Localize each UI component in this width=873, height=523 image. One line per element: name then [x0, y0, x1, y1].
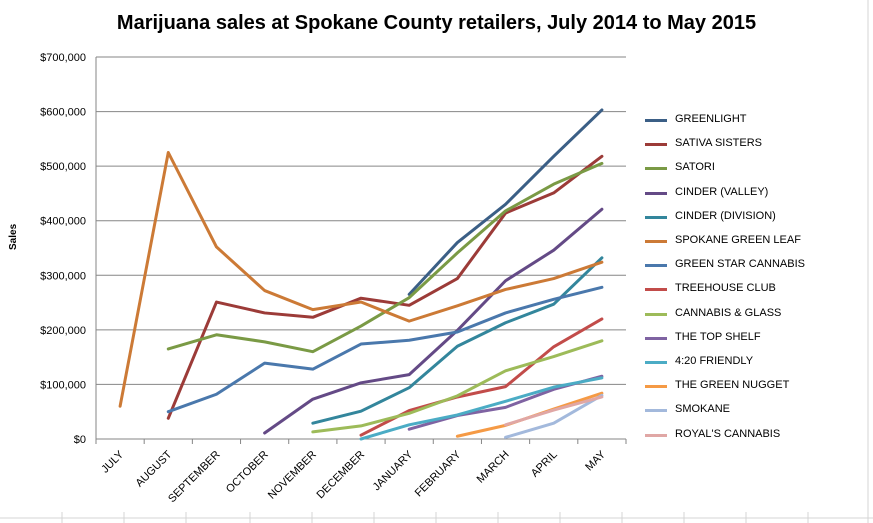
series-line-green-star-cannabis — [166, 285, 604, 414]
legend-item-satori: SATORI — [645, 160, 865, 176]
legend-item-cinder-valley: CINDER (VALLEY) — [645, 185, 865, 201]
legend-item-cannabis-glass: CANNABIS & GLASS — [645, 306, 865, 322]
legend-label: SMOKANE — [675, 403, 731, 416]
legend-swatch — [645, 312, 667, 316]
x-tick-label: MAY — [583, 448, 608, 473]
legend-label: GREENLIGHT — [675, 113, 747, 125]
legend-swatch — [645, 143, 667, 147]
x-tick-label: APRIL — [529, 449, 560, 480]
y-tick-label: $200,000 — [40, 325, 86, 337]
legend-label: CINDER (VALLEY) — [675, 185, 769, 198]
x-tick-label: JULY — [99, 448, 126, 475]
legend-swatch — [645, 119, 667, 122]
series-line-cinder-valley — [263, 207, 604, 435]
y-tick-label: $700,000 — [40, 52, 86, 64]
series-line-smokane — [504, 393, 604, 439]
legend-label: TREEHOUSE CLUB — [675, 282, 776, 295]
series-line-4-20-friendly — [359, 376, 604, 441]
legend-label: 4:20 FRIENDLY — [675, 355, 754, 367]
series-line-spokane-green-leaf — [118, 151, 604, 408]
legend-item-sativa-sisters: SATIVA SISTERS — [645, 136, 865, 152]
legend-swatch — [645, 336, 667, 340]
legend-label: THE GREEN NUGGET — [675, 379, 790, 392]
legend-swatch — [645, 433, 667, 437]
legend-label: SATIVA SISTERS — [675, 137, 763, 150]
legend-swatch — [645, 385, 667, 389]
legend-label: CINDER (DIVISION) — [675, 209, 776, 222]
legend-label: ROYAL'S CANNABIS — [675, 427, 781, 440]
x-tick-label: MARCH — [475, 449, 512, 486]
legend-item-green-star-cannabis: GREEN STAR CANNABIS — [645, 257, 865, 273]
series-line-cannabis-glass — [311, 339, 604, 434]
legend-item-smokane: SMOKANE — [645, 402, 865, 418]
legend-label: GREEN STAR CANNABIS — [675, 258, 805, 271]
series-line-cinder-division — [311, 256, 604, 425]
y-tick-label: $400,000 — [40, 216, 86, 228]
y-tick-label: $600,000 — [40, 107, 86, 119]
legend-label: CANNABIS & GLASS — [675, 306, 782, 319]
series-line-royal-s-cannabis — [504, 395, 604, 427]
legend-swatch — [645, 264, 667, 268]
legend-label: THE TOP SHELF — [675, 330, 761, 343]
x-tick-label: JANUARY — [371, 448, 416, 493]
legend-swatch — [645, 215, 667, 219]
series-line-sativa-sisters — [166, 154, 604, 420]
y-tick-label: $300,000 — [40, 270, 86, 282]
legend-swatch — [645, 288, 667, 292]
series-line-greenlight — [407, 108, 604, 296]
legend-swatch — [645, 167, 667, 171]
series-line-satori — [166, 161, 604, 354]
y-tick-label: $0 — [74, 434, 86, 446]
legend-label: SATORI — [675, 161, 715, 174]
legend-swatch — [645, 361, 667, 364]
x-tick-label: FEBRUARY — [413, 448, 464, 499]
x-tick-label: NOVEMBER — [266, 449, 319, 502]
legend-swatch — [645, 409, 667, 413]
chart-title: Marijuana sales at Spokane County retail… — [116, 12, 757, 34]
legend-item-the-green-nugget: THE GREEN NUGGET — [645, 378, 865, 394]
legend-swatch — [645, 191, 667, 195]
x-tick-label: SEPTEMBER — [166, 449, 223, 506]
legend-item-royal-s-cannabis: ROYAL'S CANNABIS — [645, 427, 865, 443]
legend-label: SPOKANE GREEN LEAF — [675, 234, 801, 246]
legend-item-spokane-green-leaf: SPOKANE GREEN LEAF — [645, 233, 865, 249]
legend-swatch — [645, 240, 667, 243]
x-tick-label: OCTOBER — [224, 449, 271, 496]
legend-item-greenlight: GREENLIGHT — [645, 112, 865, 128]
x-tick-label: DECEMBER — [315, 449, 368, 502]
legend-item-cinder-division: CINDER (DIVISION) — [645, 209, 865, 225]
legend-item-4-20-friendly: 4:20 FRIENDLY — [645, 354, 865, 370]
x-tick-label: AUGUST — [133, 448, 174, 489]
legend-item-treehouse-club: TREEHOUSE CLUB — [645, 281, 865, 297]
y-tick-label: $500,000 — [40, 161, 86, 173]
legend-item-the-top-shelf: THE TOP SHELF — [645, 330, 865, 346]
y-tick-label: $100,000 — [40, 379, 86, 391]
